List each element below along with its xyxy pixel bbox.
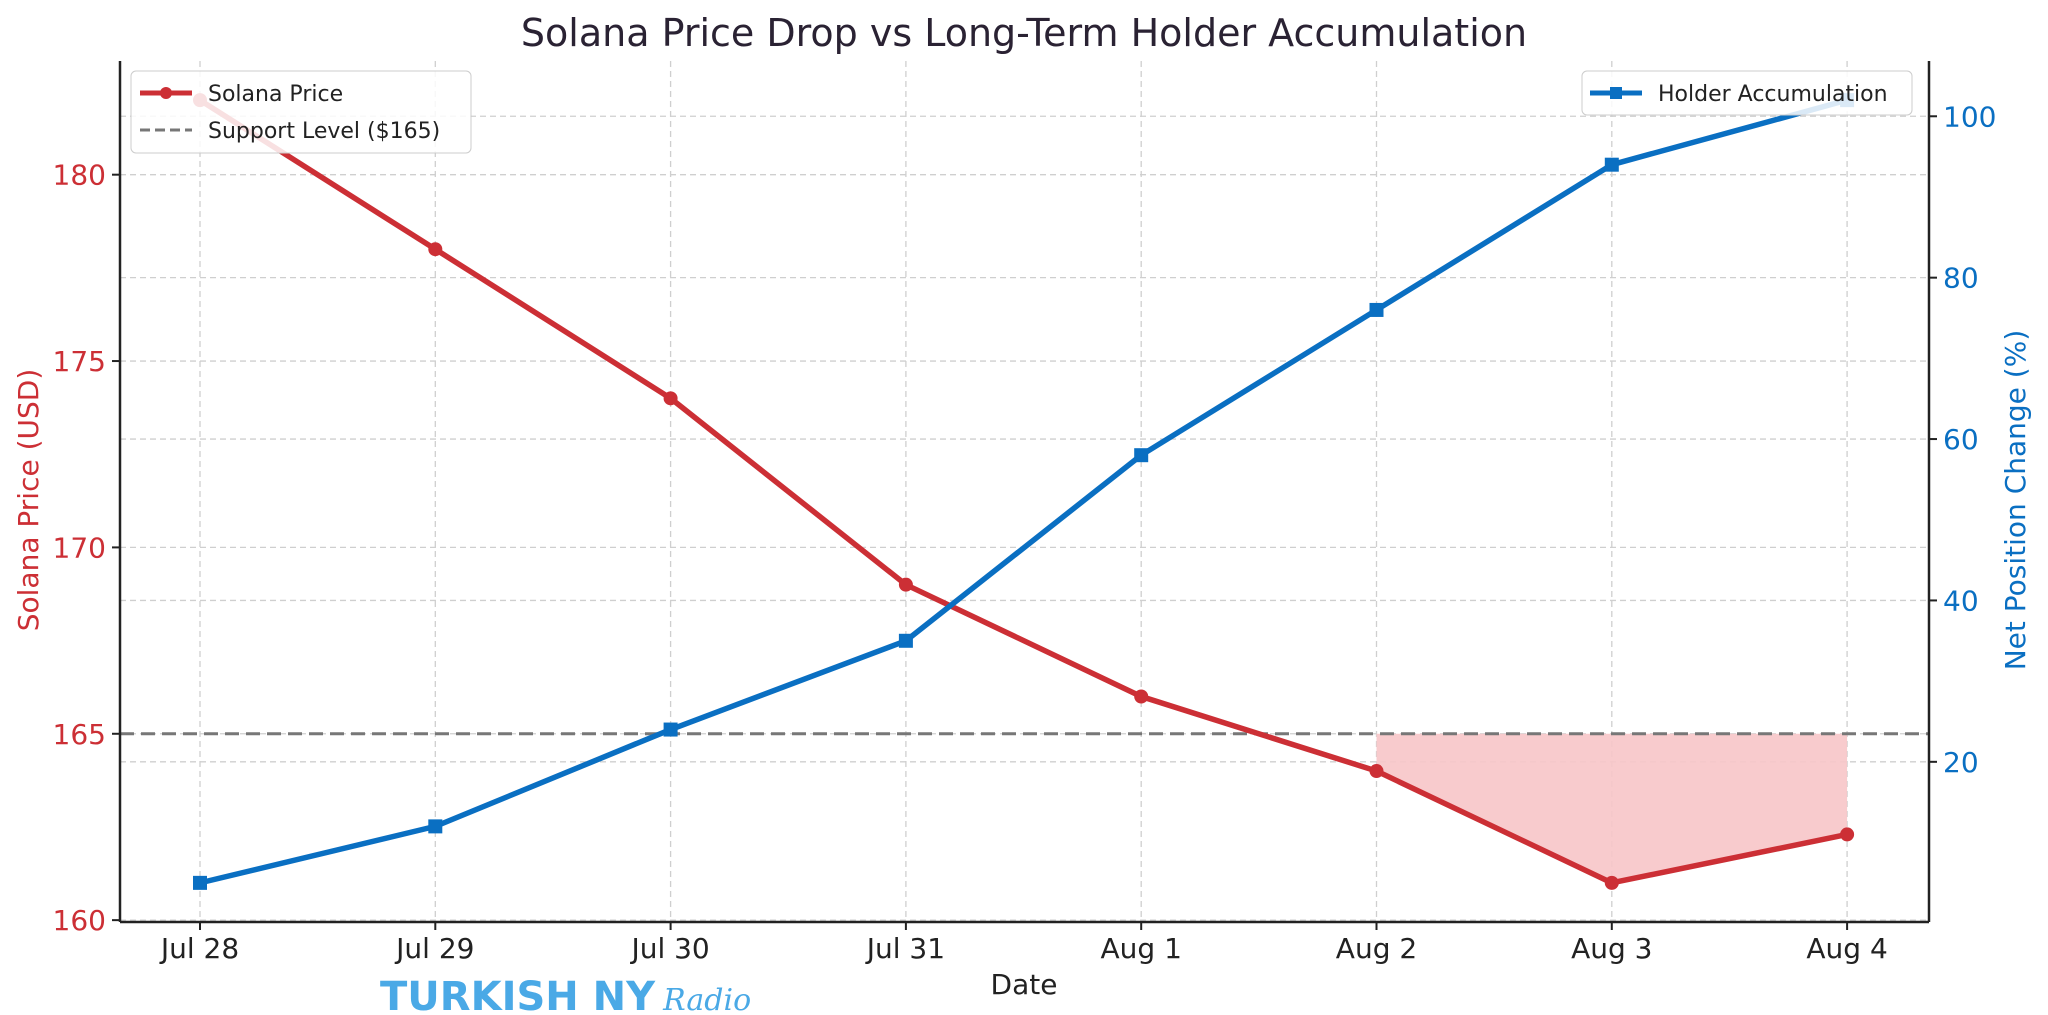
holder-point	[428, 819, 443, 834]
y-right-tick-label: 20	[1943, 746, 1979, 779]
x-tick-label: Jul 30	[629, 932, 709, 965]
y-right-label: Net Position Change (%)	[1999, 330, 2032, 671]
price-point	[663, 391, 678, 406]
y-left-tick-label: 180	[53, 159, 106, 192]
x-tick-label: Aug 2	[1336, 932, 1417, 965]
axes: Jul 28 Jul 29 Jul 30 Jul 31 Aug 1 Aug 2 Aug 3 A…	[53, 61, 1996, 965]
y-left-tick-label: 165	[53, 718, 106, 751]
legend-entry-support: Support Level ($165)	[208, 119, 440, 144]
price-point	[1134, 689, 1149, 704]
series-line-price	[198, 97, 1848, 886]
holder-point	[1369, 302, 1384, 317]
price-point	[428, 242, 443, 257]
y-right-tick-label: 80	[1943, 262, 1979, 295]
holder-point	[1134, 448, 1149, 463]
holder-point	[663, 722, 678, 737]
y-right-tick-label: 100	[1943, 100, 1996, 133]
x-tick-label: Aug 3	[1571, 932, 1652, 965]
legend-circle-marker-icon	[160, 87, 172, 99]
watermark-logo: TURKISH NY Radio	[380, 974, 751, 1015]
legend-entry-holder: Holder Accumulation	[1658, 82, 1888, 107]
holder-point	[1604, 157, 1619, 172]
legend-square-marker-icon	[1610, 87, 1622, 99]
x-tick-label: Aug 1	[1101, 932, 1182, 965]
chart-title: Solana Price Drop vs Long-Term Holder Ac…	[521, 11, 1527, 55]
legend-right: Holder Accumulation	[1581, 70, 1913, 116]
legend-left: Solana Price Support Level ($165)	[130, 70, 472, 154]
y-right-tick-label: 40	[1943, 584, 1979, 617]
x-tick-label: Aug 4	[1806, 932, 1887, 965]
x-axis-label: Date	[991, 968, 1058, 1001]
price-point	[1604, 875, 1619, 890]
y-left-label: Solana Price (USD)	[12, 369, 45, 632]
x-tick-label: Jul 29	[394, 932, 474, 965]
x-tick-label: Jul 28	[159, 932, 239, 965]
y-left-tick-label: 175	[53, 345, 106, 378]
price-point	[898, 577, 913, 592]
legend-entry-price: Solana Price	[208, 82, 343, 107]
price-point	[1840, 827, 1855, 842]
price-point	[1369, 764, 1384, 779]
y-left-tick-label: 160	[53, 904, 106, 937]
x-tick-label: Jul 31	[865, 932, 945, 965]
y-left-tick-label: 170	[53, 531, 106, 564]
below-support-shading	[1376, 733, 1848, 883]
holder-point	[193, 875, 207, 890]
y-right-tick-label: 60	[1943, 423, 1979, 456]
holder-point	[898, 633, 913, 648]
series-line-holder	[199, 97, 1848, 886]
